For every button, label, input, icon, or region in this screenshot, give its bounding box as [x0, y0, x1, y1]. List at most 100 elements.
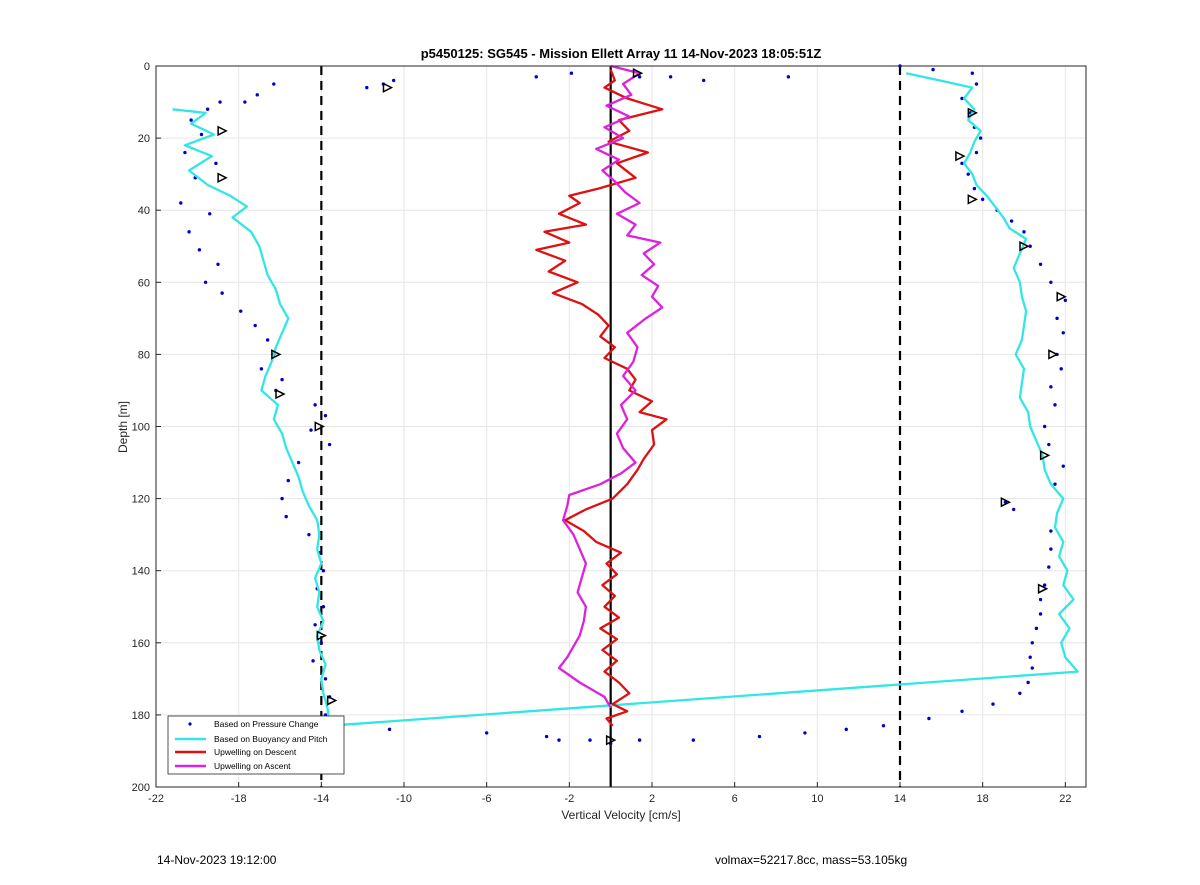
triangle-marker: [326, 695, 338, 706]
triangle-marker: [955, 150, 966, 162]
y-tick-label: 20: [138, 133, 150, 145]
legend-label-buoyancy: Based on Buoyancy and Pitch: [214, 734, 328, 744]
y-tick-label: 0: [144, 61, 150, 73]
data-point-based-on-pressure-change: [265, 338, 270, 342]
data-point-based-on-pressure-change: [544, 734, 549, 739]
triangle-marker: [967, 194, 979, 205]
data-point-based-on-pressure-change: [991, 702, 995, 706]
data-point-based-on-pressure-change: [803, 731, 807, 735]
data-point-based-on-pressure-change: [365, 85, 369, 90]
data-point-based-on-pressure-change: [1022, 230, 1026, 234]
data-point-based-on-pressure-change: [1028, 244, 1032, 248]
data-point-based-on-pressure-change: [280, 496, 284, 501]
data-point-based-on-pressure-change: [1061, 331, 1065, 335]
legend: Based on Pressure Change Based on Buoyan…: [167, 715, 345, 775]
data-point-based-on-pressure-change: [1063, 298, 1068, 303]
x-tick-label: 14: [894, 793, 906, 805]
y-tick-label: 60: [138, 277, 150, 289]
data-point-based-on-pressure-change: [1047, 565, 1051, 569]
data-point-based-on-pressure-change: [272, 82, 276, 86]
data-point-based-on-pressure-change: [588, 738, 592, 742]
data-point-based-on-pressure-change: [187, 230, 191, 234]
data-point-based-on-pressure-change: [668, 75, 673, 79]
data-point-based-on-pressure-change: [1042, 583, 1047, 587]
triangle-marker: [275, 388, 286, 400]
data-point-based-on-pressure-change: [974, 150, 979, 155]
data-point-based-on-pressure-change: [323, 413, 328, 418]
data-point-based-on-pressure-change: [881, 724, 886, 728]
legend-label-pressure: Based on Pressure Change: [214, 719, 319, 729]
data-point-based-on-pressure-change: [1053, 482, 1057, 486]
triangle-marker: [1019, 241, 1030, 252]
data-point-based-on-pressure-change: [197, 248, 202, 252]
triangle-marker: [316, 630, 328, 641]
data-point-based-on-pressure-change: [253, 323, 257, 328]
data-point-based-on-pressure-change: [391, 78, 396, 83]
y-tick-label: 160: [132, 638, 150, 650]
data-point-based-on-pressure-change: [966, 172, 970, 176]
data-point-based-on-pressure-change: [216, 262, 220, 266]
data-point-based-on-pressure-change: [259, 367, 264, 371]
triangle-marker: [217, 125, 228, 137]
data-point-based-on-pressure-change: [284, 514, 288, 519]
x-tick-label: -6: [482, 793, 492, 805]
y-tick-label: 40: [138, 205, 150, 217]
series-line-upwelling-on-ascent: [557, 64, 664, 709]
y-axis-label: Depth [m]: [116, 401, 130, 453]
data-point-based-on-pressure-change: [296, 460, 301, 465]
series-layer: [172, 64, 1079, 746]
data-point-based-on-pressure-change: [255, 93, 259, 97]
data-point-based-on-pressure-change: [1049, 280, 1053, 284]
data-point-based-on-pressure-change: [239, 309, 243, 313]
data-point-based-on-pressure-change: [218, 100, 222, 104]
data-point-based-on-pressure-change: [321, 569, 326, 573]
data-point-based-on-pressure-change: [557, 738, 561, 742]
data-point-based-on-pressure-change: [1053, 403, 1057, 407]
x-tick-label: 6: [732, 793, 738, 805]
data-point-based-on-pressure-change: [757, 734, 762, 739]
triangle-marker: [1000, 496, 1012, 508]
data-point-based-on-pressure-change: [927, 716, 931, 721]
data-point-based-on-pressure-change: [319, 641, 324, 645]
data-point-based-on-pressure-change: [1049, 547, 1053, 551]
x-axis-label: Vertical Velocity [cm/s]: [561, 808, 680, 822]
triangle-marker: [314, 421, 325, 432]
data-point-based-on-pressure-change: [189, 118, 193, 122]
data-point-based-on-pressure-change: [323, 677, 328, 681]
data-point-based-on-pressure-change: [1030, 666, 1034, 670]
data-point-based-on-pressure-change: [286, 478, 290, 483]
data-point-based-on-pressure-change: [786, 75, 791, 79]
triangle-marker: [967, 107, 979, 119]
data-point-based-on-pressure-change: [844, 727, 848, 732]
x-tick-label: 2: [649, 793, 655, 805]
data-point-based-on-pressure-change: [1047, 442, 1051, 447]
data-point-based-on-pressure-change: [199, 132, 204, 137]
data-point-based-on-pressure-change: [1038, 597, 1043, 602]
data-point-based-on-pressure-change: [307, 532, 311, 537]
data-point-based-on-pressure-change: [978, 136, 983, 140]
data-point-based-on-pressure-change: [1028, 655, 1032, 659]
footer-timestamp: 14-Nov-2023 19:12:00: [157, 853, 277, 867]
data-point-based-on-pressure-change: [1038, 612, 1043, 616]
data-point-based-on-pressure-change: [1038, 262, 1043, 266]
triangle-marker: [605, 734, 617, 746]
data-point-based-on-pressure-change: [960, 96, 964, 101]
triangle-marker: [1037, 583, 1049, 594]
footer-glider-params: volmax=52217.8cc, mass=53.105kg: [715, 853, 908, 867]
data-point-based-on-pressure-change: [208, 212, 212, 216]
legend-swatch-pressure: [188, 722, 192, 726]
x-tick-label: -22: [148, 793, 164, 805]
data-point-based-on-pressure-change: [1055, 316, 1059, 321]
triangle-marker: [1056, 291, 1067, 302]
series-line-based-on-buoyancy-and-pitch: [172, 72, 1079, 727]
data-point-based-on-pressure-change: [972, 186, 977, 191]
data-point-based-on-pressure-change: [1049, 385, 1053, 389]
data-point-based-on-pressure-change: [183, 150, 187, 155]
x-tick-label: 10: [811, 793, 823, 805]
x-tick-label: 18: [977, 793, 989, 805]
y-tick-label: 140: [132, 566, 150, 578]
data-point-based-on-pressure-change: [691, 738, 696, 742]
data-point-based-on-pressure-change: [1009, 219, 1014, 223]
x-tick-label: -2: [564, 793, 574, 805]
data-point-based-on-pressure-change: [701, 78, 706, 83]
